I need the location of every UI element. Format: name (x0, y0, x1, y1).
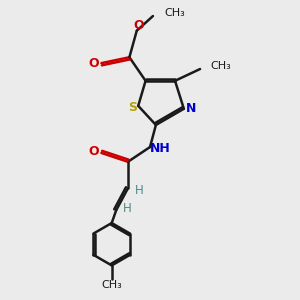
Text: H: H (123, 202, 132, 214)
Text: H: H (135, 184, 143, 197)
Text: O: O (89, 57, 99, 70)
Text: O: O (89, 145, 99, 158)
Text: N: N (186, 102, 196, 115)
Text: NH: NH (150, 142, 171, 155)
Text: CH₃: CH₃ (164, 8, 185, 18)
Text: CH₃: CH₃ (210, 61, 231, 71)
Text: O: O (133, 19, 143, 32)
Text: CH₃: CH₃ (101, 280, 122, 290)
Text: S: S (128, 101, 137, 114)
